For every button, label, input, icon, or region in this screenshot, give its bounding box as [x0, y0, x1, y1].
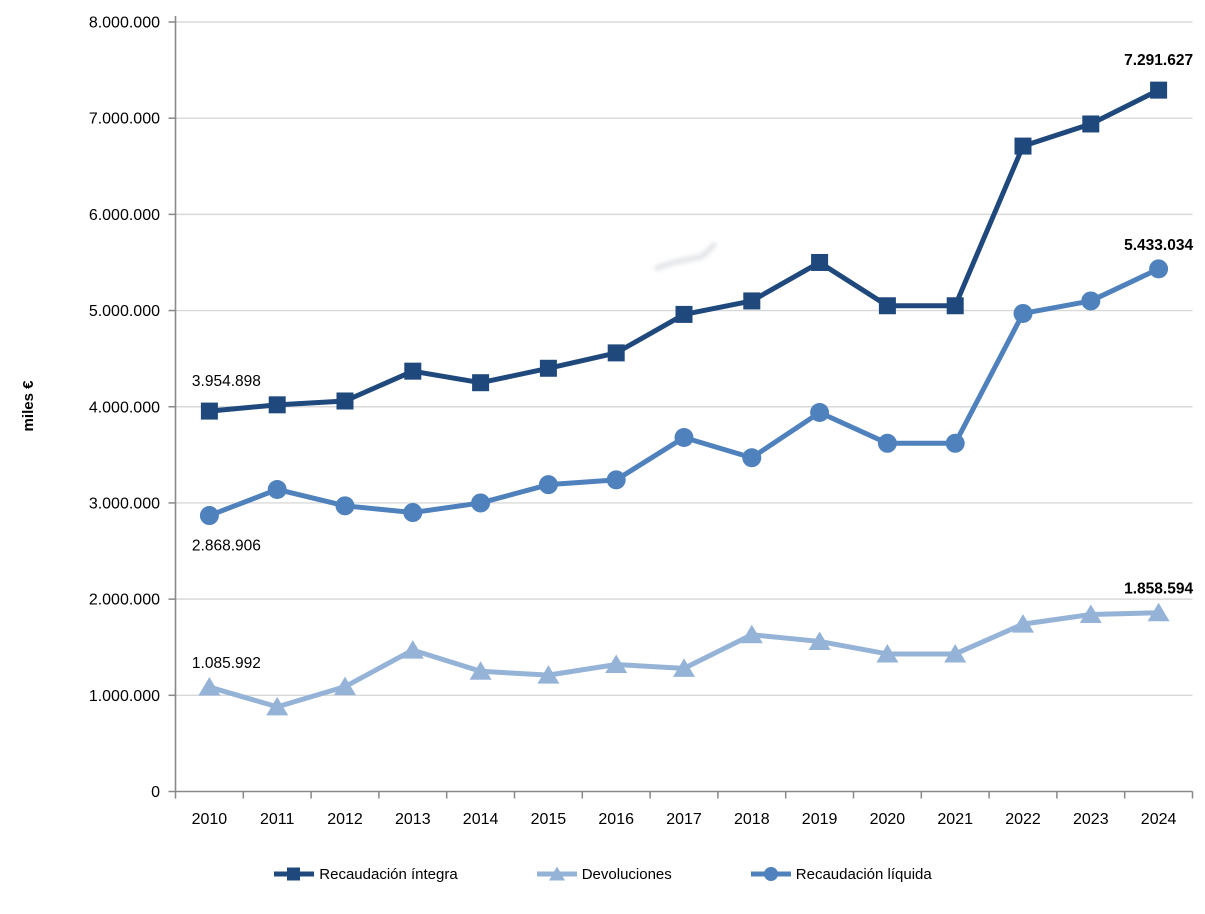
square-marker — [404, 362, 422, 380]
square-marker — [607, 344, 625, 362]
x-tick-label: 2012 — [327, 811, 363, 828]
triangle-marker — [198, 677, 221, 696]
triangle-marker — [401, 640, 424, 659]
data-label: 3.954.898 — [192, 373, 261, 390]
y-tick-label: 5.000.000 — [89, 303, 160, 320]
legend-label-recaudacion-integra: Recaudación íntegra — [319, 865, 458, 883]
chart-legend: Recaudación íntegra Devoluciones Recauda… — [0, 856, 1205, 892]
y-tick-label: 3.000.000 — [89, 495, 160, 512]
circle-marker — [674, 428, 694, 448]
circle-marker — [471, 493, 491, 513]
data-label: 5.433.034 — [1124, 237, 1193, 254]
x-tick-label: 2017 — [666, 811, 702, 828]
triangle-marker — [673, 658, 695, 677]
circle-marker-icon — [750, 867, 791, 881]
circle-marker — [945, 433, 965, 453]
square-marker — [1014, 137, 1032, 155]
circle-marker — [199, 506, 219, 526]
y-tick-label: 4.000.000 — [89, 399, 160, 416]
x-tick-label: 2019 — [802, 811, 838, 828]
legend-label-devoluciones: Devoluciones — [581, 865, 672, 883]
triangle-marker — [876, 643, 899, 663]
x-tick-label: 2016 — [598, 811, 634, 828]
triangle-marker — [537, 665, 560, 684]
circle-marker — [403, 503, 423, 523]
square-marker — [946, 297, 964, 315]
y-tick-label: 7.000.000 — [89, 111, 160, 128]
legend-label-recaudacion-liquida: Recaudación líquida — [795, 865, 932, 883]
x-tick-label: 2010 — [192, 811, 228, 828]
legend-item-recaudacion-liquida: Recaudación líquida — [750, 865, 932, 883]
circle-marker — [1081, 291, 1101, 311]
circle-marker — [810, 403, 830, 423]
square-marker — [878, 297, 896, 315]
x-tick-label: 2024 — [1141, 811, 1177, 828]
y-tick-label: 6.000.000 — [89, 207, 160, 224]
series-recaudaci-n-ntegra — [200, 81, 1168, 420]
circle-marker — [267, 479, 287, 499]
square-marker — [336, 392, 354, 410]
triangle-marker — [1079, 604, 1102, 624]
y-tick-label: 1.000.000 — [89, 688, 160, 705]
square-marker — [1082, 115, 1100, 133]
square-marker — [472, 374, 490, 392]
y-tick-label: 2.000.000 — [89, 592, 160, 609]
triangle-marker — [605, 654, 628, 674]
square-marker — [539, 359, 557, 377]
data-label: 7.291.627 — [1124, 52, 1193, 69]
circle-marker — [742, 448, 762, 468]
x-tick-label: 2011 — [260, 811, 295, 828]
triangle-marker — [334, 676, 356, 696]
triangle-marker — [740, 624, 763, 644]
square-marker-icon — [274, 867, 315, 881]
circle-marker — [335, 496, 355, 516]
circle-marker — [877, 433, 897, 453]
x-tick-label: 2021 — [937, 811, 973, 828]
y-tick-label: 8.000.000 — [89, 15, 160, 32]
legend-item-recaudacion-integra: Recaudación íntegra — [273, 865, 458, 883]
triangle-marker — [1147, 602, 1170, 622]
data-label: 2.868.906 — [192, 538, 261, 555]
x-tick-label: 2015 — [531, 811, 567, 828]
data-label: 1.085.992 — [192, 655, 261, 672]
x-tick-label: 2023 — [1073, 811, 1109, 828]
y-axis-title: miles € — [20, 380, 37, 432]
y-tick-label: 0 — [151, 784, 160, 801]
x-tick-label: 2018 — [734, 811, 770, 828]
series-recaudaci-n-l-quida — [199, 259, 1169, 526]
square-marker — [268, 396, 286, 414]
circle-marker — [538, 475, 558, 495]
triangle-marker — [469, 661, 492, 680]
square-marker — [200, 402, 218, 420]
triangle-marker-icon — [536, 866, 577, 881]
square-marker — [675, 305, 693, 323]
triangle-marker — [266, 696, 289, 716]
x-tick-label: 2022 — [1005, 811, 1041, 828]
x-tick-label: 2020 — [870, 811, 906, 828]
series-line — [208, 266, 1160, 518]
legend-item-devoluciones: Devoluciones — [536, 865, 672, 883]
triangle-marker — [944, 643, 967, 663]
data-label: 1.858.594 — [1124, 581, 1193, 598]
circle-marker — [1149, 259, 1169, 279]
circle-marker — [1013, 303, 1033, 323]
triangle-marker — [1012, 614, 1034, 633]
circle-marker — [606, 470, 626, 490]
x-tick-label: 2013 — [395, 811, 431, 828]
square-marker — [811, 253, 829, 271]
square-marker — [743, 292, 761, 310]
series-devoluciones — [198, 602, 1170, 716]
triangle-marker — [808, 631, 831, 650]
x-tick-label: 2014 — [463, 811, 499, 828]
square-marker — [1150, 81, 1168, 99]
smudge-artifact — [654, 242, 717, 271]
